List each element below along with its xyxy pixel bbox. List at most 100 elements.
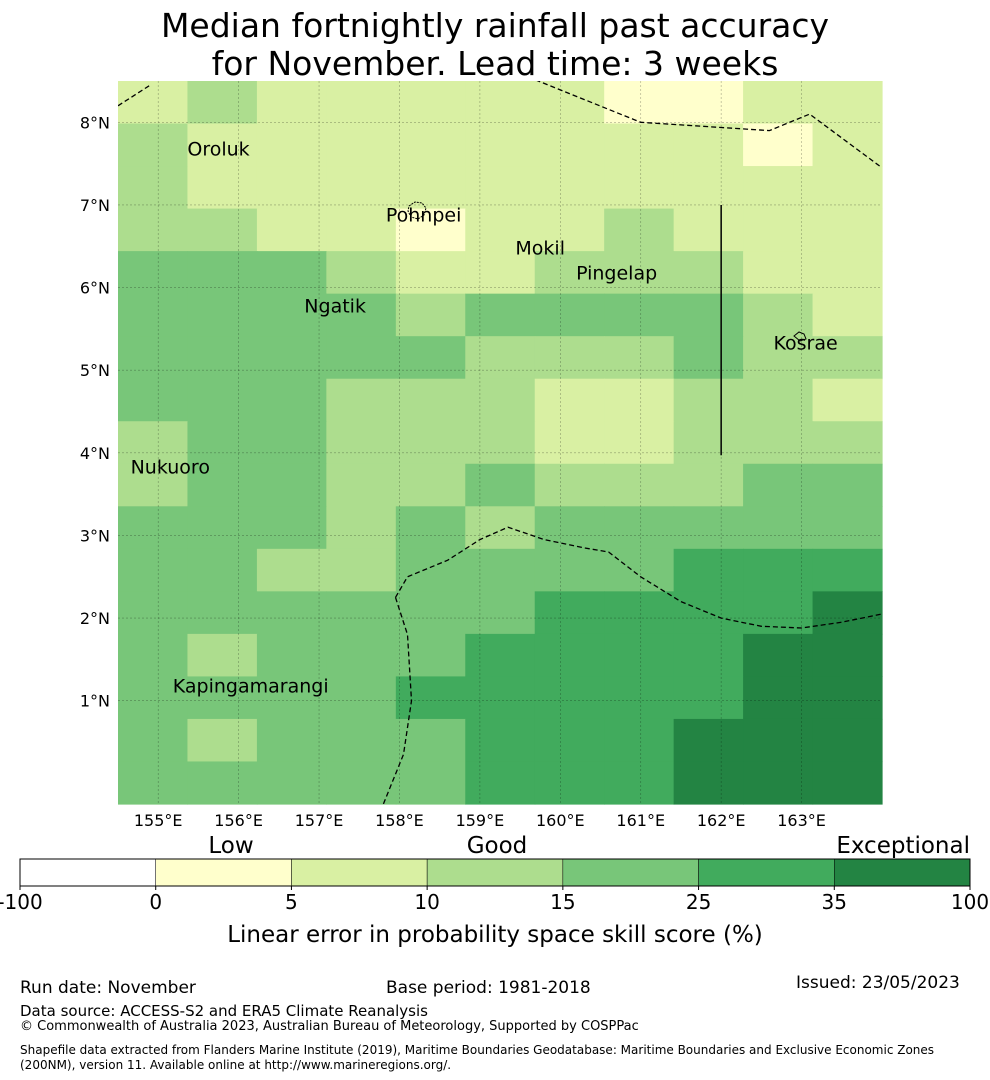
colorbar-category-label: Low bbox=[208, 833, 253, 859]
skill-cell bbox=[534, 293, 605, 337]
skill-cell bbox=[256, 591, 327, 635]
skill-cell bbox=[256, 81, 327, 125]
skill-cell bbox=[465, 761, 536, 805]
skill-cell bbox=[256, 676, 327, 720]
skill-cell bbox=[118, 81, 189, 125]
skill-cell bbox=[465, 293, 536, 337]
skill-cell bbox=[604, 251, 675, 295]
place-label: Nukuoro bbox=[131, 456, 210, 478]
skill-cell bbox=[743, 208, 814, 252]
skill-cell bbox=[256, 123, 327, 167]
skill-cell bbox=[604, 633, 675, 678]
colorbar-segment bbox=[834, 858, 971, 887]
skill-cell bbox=[256, 633, 327, 678]
eez-boundary-line bbox=[536, 81, 882, 169]
skill-cell bbox=[604, 591, 675, 635]
skill-cell bbox=[812, 166, 883, 210]
map-title-line-2: for November. Lead time: 3 weeks bbox=[211, 44, 779, 83]
lat-tick-label: 4°N bbox=[80, 444, 110, 463]
skill-cell bbox=[673, 718, 744, 763]
skill-cell bbox=[812, 633, 883, 678]
skill-cell bbox=[743, 166, 814, 210]
skill-cell bbox=[256, 293, 327, 337]
skill-cell bbox=[465, 421, 536, 465]
colorbar-segment bbox=[698, 858, 835, 887]
lon-tick-label: 159°E bbox=[456, 811, 505, 830]
skill-cell bbox=[187, 166, 258, 210]
run-date: Run date: November bbox=[20, 978, 196, 998]
colorbar-segment bbox=[155, 858, 292, 887]
skill-cell bbox=[256, 548, 327, 592]
skill-cell bbox=[395, 208, 466, 252]
skill-cell bbox=[395, 633, 466, 678]
colorbar-tick-label: 5 bbox=[285, 890, 298, 914]
skill-cell bbox=[604, 81, 675, 125]
skill-cell bbox=[743, 506, 814, 550]
skill-cell bbox=[534, 81, 605, 125]
skill-cell bbox=[395, 251, 466, 295]
skill-cell bbox=[673, 591, 744, 635]
skill-cell bbox=[465, 166, 536, 210]
skill-cell bbox=[118, 293, 189, 337]
skill-cell bbox=[812, 506, 883, 550]
skill-cell bbox=[534, 506, 605, 550]
skill-cell bbox=[465, 633, 536, 678]
skill-cell bbox=[118, 208, 189, 252]
skill-cell bbox=[187, 81, 258, 125]
skill-cell bbox=[118, 548, 189, 592]
colorbar: -100 0 5 10 15 25 35 100 Low Good Exceptional Linea… bbox=[0, 833, 989, 948]
colorbar-tick-label: 15 bbox=[550, 890, 575, 914]
skill-cell bbox=[326, 251, 397, 295]
skill-cell bbox=[812, 421, 883, 465]
skill-cell bbox=[743, 591, 814, 635]
skill-cell bbox=[812, 293, 883, 337]
skill-cell bbox=[743, 676, 814, 720]
skill-cell bbox=[673, 761, 744, 805]
skill-cell bbox=[743, 81, 814, 125]
skill-cell bbox=[604, 676, 675, 720]
lat-tick-label: 5°N bbox=[80, 361, 110, 380]
skill-cell bbox=[673, 336, 744, 380]
skill-cell bbox=[395, 591, 466, 635]
skill-cell bbox=[395, 123, 466, 167]
base-period: Base period: 1981-2018 bbox=[386, 978, 591, 998]
skill-cell bbox=[465, 208, 536, 252]
lon-tick-label: 160°E bbox=[536, 811, 585, 830]
skill-cell bbox=[187, 718, 258, 763]
skill-cell bbox=[118, 463, 189, 507]
skill-cell bbox=[326, 718, 397, 763]
skill-cell bbox=[187, 463, 258, 507]
eez-boundary-line bbox=[394, 526, 882, 629]
skill-cell bbox=[673, 208, 744, 252]
skill-cell bbox=[256, 718, 327, 763]
lat-tick-label: 2°N bbox=[80, 609, 110, 628]
skill-cell bbox=[465, 548, 536, 592]
skill-cell bbox=[326, 506, 397, 550]
colorbar-segment bbox=[291, 858, 428, 887]
skill-cell bbox=[673, 633, 744, 678]
skill-cell bbox=[187, 761, 258, 805]
skill-cell bbox=[187, 591, 258, 635]
skill-cell bbox=[604, 506, 675, 550]
skill-cell bbox=[743, 463, 814, 507]
skill-cell bbox=[534, 633, 605, 678]
skill-cell bbox=[743, 123, 814, 167]
skill-cell bbox=[604, 378, 675, 422]
skill-cell bbox=[465, 506, 536, 550]
island-outlines bbox=[407, 201, 807, 342]
skill-cell bbox=[326, 421, 397, 465]
skill-cell bbox=[395, 166, 466, 210]
skill-cell bbox=[256, 378, 327, 422]
skill-cell bbox=[118, 761, 189, 805]
lon-tick-label: 163°E bbox=[777, 811, 826, 830]
skill-cell bbox=[118, 421, 189, 465]
skill-cell bbox=[604, 421, 675, 465]
skill-cell bbox=[673, 506, 744, 550]
skill-cell bbox=[187, 548, 258, 592]
colorbar-category-label: Good bbox=[467, 833, 528, 859]
skill-cell bbox=[534, 421, 605, 465]
lat-tick-label: 1°N bbox=[80, 692, 110, 711]
skill-cell bbox=[812, 251, 883, 295]
skill-cell bbox=[326, 81, 397, 125]
skill-cell bbox=[534, 378, 605, 422]
